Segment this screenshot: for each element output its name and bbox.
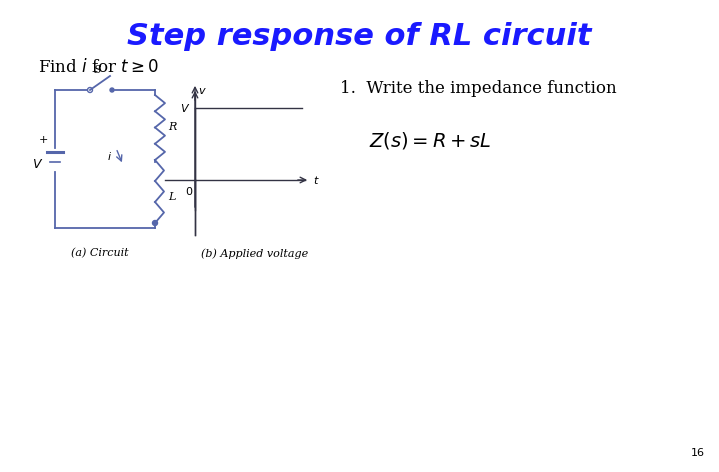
Text: $0$: $0$ — [185, 185, 193, 197]
Text: Step response of RL circuit: Step response of RL circuit — [127, 22, 591, 51]
Text: $V$: $V$ — [180, 102, 190, 114]
Text: +: + — [38, 135, 47, 145]
Text: L: L — [168, 192, 175, 202]
Text: (a) Circuit: (a) Circuit — [71, 248, 129, 258]
Text: $t$: $t$ — [313, 174, 320, 186]
Text: 16: 16 — [691, 448, 705, 458]
Text: $Z(s) = R + sL$: $Z(s) = R + sL$ — [369, 130, 491, 151]
Text: (b) Applied voltage: (b) Applied voltage — [201, 248, 308, 259]
Text: 1.  Write the impedance function: 1. Write the impedance function — [340, 80, 617, 97]
Text: R: R — [168, 123, 176, 133]
Circle shape — [152, 220, 157, 226]
Text: $v$: $v$ — [198, 86, 207, 96]
Text: $V$: $V$ — [32, 159, 44, 171]
Circle shape — [110, 88, 114, 92]
Text: S: S — [93, 65, 101, 75]
Text: $i$: $i$ — [107, 151, 112, 162]
Text: Find $i$ for $t \geq 0$: Find $i$ for $t \geq 0$ — [38, 58, 159, 76]
